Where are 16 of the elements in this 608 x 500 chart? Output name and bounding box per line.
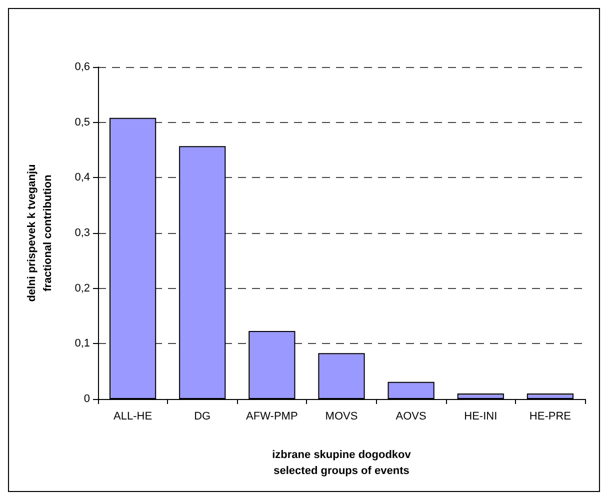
y-tick-label: 0 (84, 393, 90, 405)
y-tick-label: 0,4 (74, 172, 90, 184)
x-tick-label: HE-INI (464, 410, 498, 422)
x-tick-label: DG (194, 410, 211, 422)
y-tick-label: 0,2 (74, 282, 90, 294)
x-tick-label: MOVS (325, 410, 358, 422)
x-tick-label: ALL-HE (114, 410, 152, 422)
x-axis-title: izbrane skupine dogodkov selected groups of events (272, 449, 412, 477)
x-tick-label: AOVS (396, 410, 426, 422)
y-tick-label: 0,3 (74, 227, 90, 239)
y-tick-label: 0,6 (74, 61, 90, 73)
y-tick-label: 0,1 (74, 338, 90, 350)
y-tick-label: 0,5 (74, 116, 90, 128)
y-axis-title: delni prispevek k tveganju fractional contribution (26, 164, 54, 302)
x-tick-label: HE-PRE (529, 410, 571, 422)
x-tick-label: AFW-PMP (246, 410, 298, 422)
